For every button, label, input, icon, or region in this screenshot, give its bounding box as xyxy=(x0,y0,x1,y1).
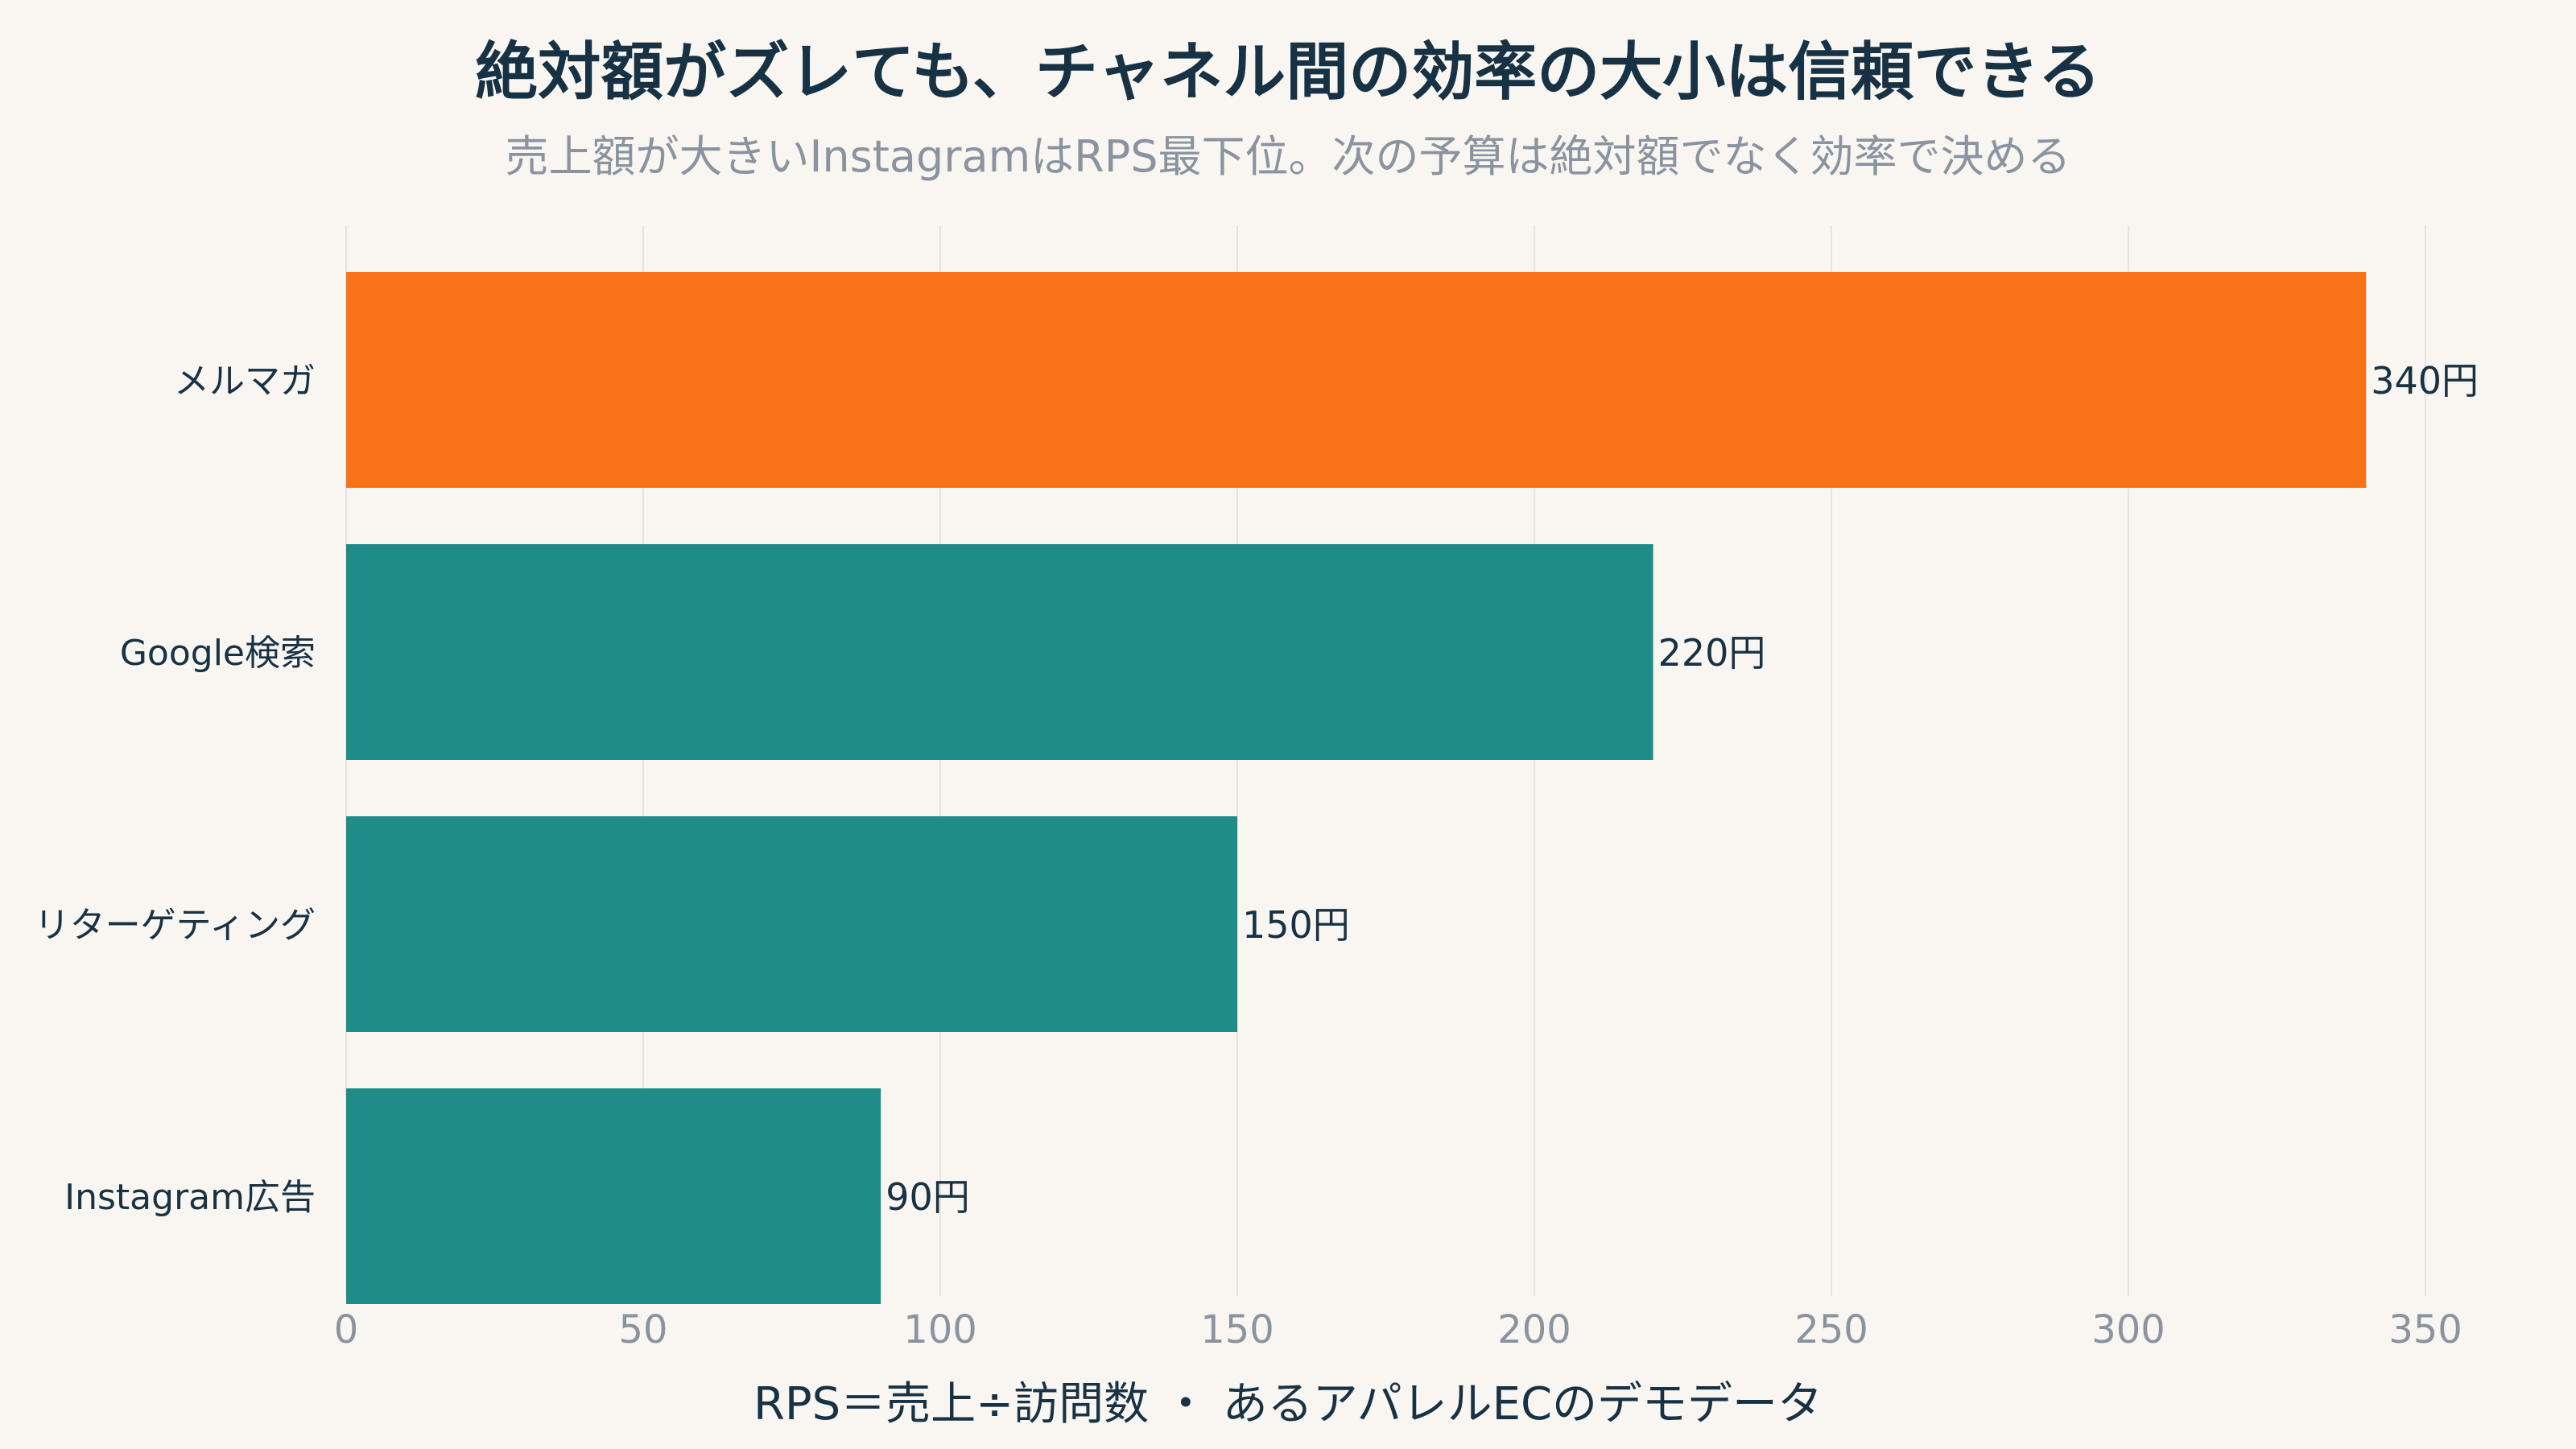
value-label: 220円 xyxy=(1658,631,1766,675)
x-tick-label: 50 xyxy=(618,1307,667,1352)
value-label: 340円 xyxy=(2371,359,2479,402)
category-label: Google検索 xyxy=(120,633,316,674)
category-label: リターゲティング xyxy=(35,905,316,946)
x-tick-label: 100 xyxy=(903,1307,977,1352)
x-tick-label: 150 xyxy=(1200,1307,1274,1352)
chart-subtitle: 売上額が大きいInstagramはRPS最下位。次の予算は絶対額でなく効率で決め… xyxy=(505,131,2071,182)
bar xyxy=(346,816,1237,1032)
value-label: 90円 xyxy=(886,1175,970,1219)
x-axis-label: RPS＝売上÷訪問数 ・ あるアパレルECのデモデータ xyxy=(753,1378,1823,1430)
bar xyxy=(346,1088,881,1304)
x-tick-label: 250 xyxy=(1794,1307,1868,1352)
value-label: 150円 xyxy=(1242,903,1350,947)
bar xyxy=(346,544,1653,760)
x-tick-label: 350 xyxy=(2388,1307,2462,1352)
x-tick-label: 0 xyxy=(334,1307,359,1352)
x-tick-label: 300 xyxy=(2091,1307,2165,1352)
category-label: メルマガ xyxy=(174,361,316,402)
category-label: Instagram広告 xyxy=(64,1177,316,1218)
chart-title: 絶対額がズレても、チャネル間の効率の大小は信頼できる xyxy=(475,36,2101,109)
x-tick-label: 200 xyxy=(1497,1307,1571,1352)
bar xyxy=(346,272,2367,488)
